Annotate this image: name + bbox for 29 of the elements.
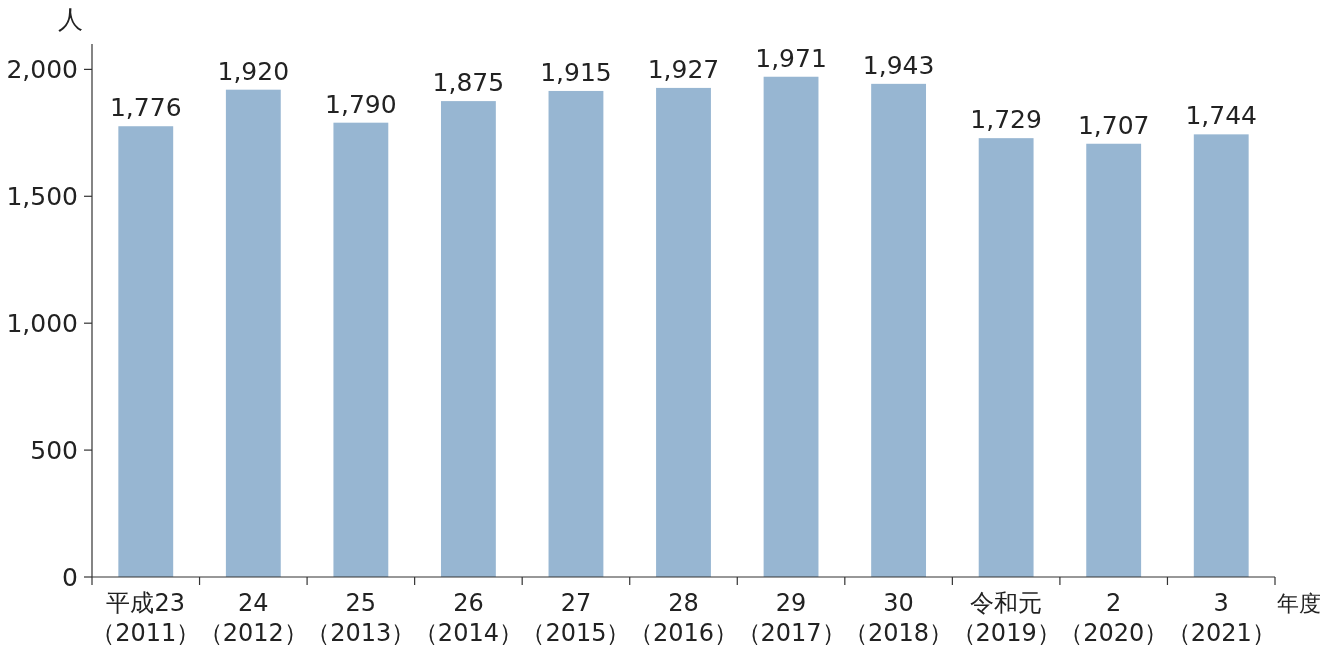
- data-label: 1,707: [1077, 110, 1150, 140]
- data-label: 1,776: [109, 93, 182, 123]
- x-tick-label: 平成23（2011）: [91, 589, 201, 647]
- data-label: 1,971: [755, 43, 827, 73]
- x-tick-label: 令和元（2019）: [951, 589, 1061, 647]
- x-tick-label: 24（2012）: [198, 589, 308, 647]
- x-axis-title: 年度: [1277, 591, 1321, 616]
- x-tick-label: 3（2021）: [1166, 589, 1276, 647]
- y-tick-label: 1,500: [6, 182, 78, 212]
- y-tick-label: 1,000: [6, 309, 78, 339]
- data-label: 1,927: [647, 54, 720, 84]
- data-label: 1,744: [1185, 101, 1258, 131]
- y-tick-label: 0: [62, 563, 78, 592]
- x-tick-label: 28（2016）: [628, 589, 739, 647]
- x-tick-label: 29（2017）: [736, 589, 846, 647]
- x-tick-label: 2（2020）: [1059, 589, 1169, 647]
- data-label: 1,920: [217, 56, 290, 86]
- data-label: 1,790: [325, 89, 397, 119]
- y-axis-title: 人: [57, 5, 83, 34]
- x-tick-label: 25（2013）: [306, 589, 416, 647]
- y-tick-label: 500: [30, 436, 78, 466]
- data-label: 1,875: [432, 68, 505, 98]
- x-tick-label: 27（2015）: [521, 589, 631, 647]
- y-tick-label: 2,000: [6, 55, 78, 85]
- data-label: 1,943: [862, 50, 935, 80]
- data-label: 1,729: [970, 105, 1042, 135]
- x-tick-label: 26（2014）: [413, 589, 523, 647]
- x-tick-label: 30（2018）: [844, 589, 954, 647]
- data-label: 1,915: [540, 57, 612, 87]
